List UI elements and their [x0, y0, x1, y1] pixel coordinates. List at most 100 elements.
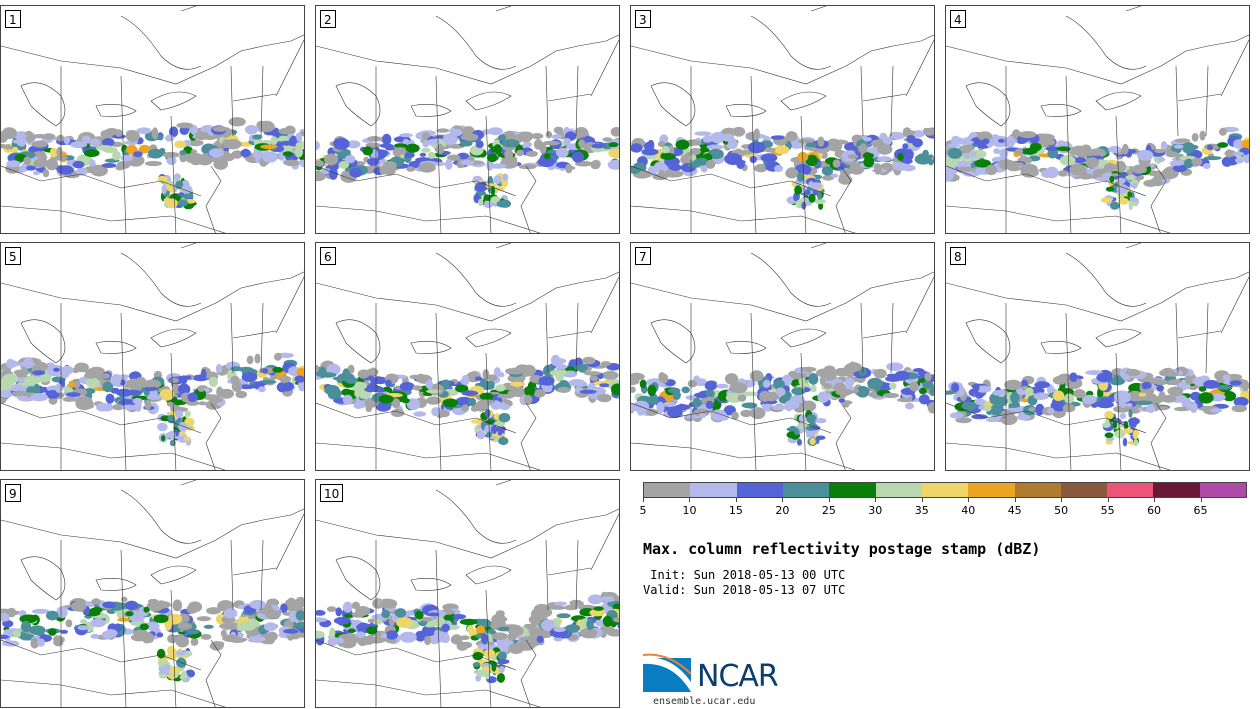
reflectivity-cell [488, 163, 507, 169]
reflectivity-cell [747, 141, 766, 154]
reflectivity-cell [278, 149, 286, 161]
reflectivity-cell [1015, 148, 1024, 155]
reflectivity-cell [179, 150, 187, 156]
reflectivity-cell [479, 392, 494, 401]
map-boundary-line [631, 165, 832, 197]
map-boundary-line [520, 639, 537, 707]
reflectivity-cell [815, 418, 827, 424]
reflectivity-cell [838, 398, 846, 403]
reflectivity-cell [394, 143, 408, 149]
reflectivity-cell [1128, 409, 1133, 418]
reflectivity-cell [141, 382, 158, 388]
reflectivity-cell [391, 408, 405, 418]
reflectivity-cell [763, 147, 776, 153]
reflectivity-cell [144, 160, 163, 167]
reflectivity-cell [663, 401, 677, 408]
reflectivity-cell [1190, 391, 1202, 401]
colorbar-segment [644, 483, 691, 497]
reflectivity-cell [999, 148, 1009, 158]
reflectivity-cell [53, 635, 63, 643]
reflectivity-cell [272, 366, 284, 373]
reflectivity-cell [333, 137, 350, 150]
reflectivity-cell [863, 137, 872, 142]
reflectivity-cell [660, 153, 676, 160]
reflectivity-cell [1102, 422, 1111, 428]
ensemble-member-panel-6: 6 [315, 242, 620, 471]
reflectivity-cell [1082, 394, 1097, 405]
reflectivity-cell [1, 127, 18, 140]
map-boundary-line [545, 302, 592, 374]
reflectivity-cell [335, 607, 342, 617]
reflectivity-cell [239, 621, 257, 631]
reflectivity-cell [867, 377, 883, 390]
reflectivity-cell [460, 159, 475, 166]
reflectivity-cell [774, 164, 784, 173]
reflectivity-cell [809, 182, 822, 191]
reflectivity-cell [856, 386, 870, 398]
colorbar-tick [1014, 498, 1016, 502]
reflectivity-cell [168, 613, 183, 625]
reflectivity-cell [491, 632, 508, 640]
reflectivity-cell [344, 155, 356, 164]
reflectivity-cell [166, 181, 171, 191]
reflectivity-cell [196, 154, 213, 166]
reflectivity-cell [1069, 372, 1078, 382]
reflectivity-cell [774, 145, 790, 155]
reflectivity-cell [579, 389, 597, 394]
reflectivity-cell [1156, 384, 1164, 392]
reflectivity-cell [922, 380, 934, 389]
reflectivity-cell [591, 143, 607, 149]
reflectivity-cell [657, 141, 666, 147]
reflectivity-cell [295, 132, 303, 145]
reflectivity-cell [639, 379, 647, 389]
reflectivity-cell [843, 363, 854, 375]
colorbar-tick [828, 498, 830, 502]
reflectivity-cell [794, 185, 802, 195]
reflectivity-cell [772, 404, 787, 411]
reflectivity-cell [260, 144, 278, 150]
colorbar-tick-label: 50 [1054, 504, 1069, 517]
reflectivity-cell [65, 619, 73, 628]
map-canvas [631, 243, 934, 470]
map-boundary-line [316, 679, 541, 707]
reflectivity-cell [574, 127, 589, 138]
reflectivity-cell [84, 149, 100, 158]
reflectivity-cell [1160, 141, 1168, 151]
reflectivity-cell [71, 601, 87, 612]
map-boundary-line [860, 65, 907, 137]
reflectivity-cell [608, 148, 619, 159]
reflectivity-cell [992, 389, 1009, 396]
reflectivity-cell [516, 149, 524, 157]
reflectivity-cell [264, 610, 281, 619]
reflectivity-cell [805, 154, 819, 167]
reflectivity-cell [670, 170, 684, 178]
reflectivity-cell [801, 366, 817, 372]
reflectivity-cell [1052, 390, 1065, 402]
reflectivity-cell [497, 659, 510, 665]
reflectivity-cell [72, 367, 80, 374]
reflectivity-cell [667, 406, 683, 418]
reflectivity-cell [200, 633, 212, 640]
reflectivity-cell [705, 390, 715, 397]
reflectivity-cell [144, 386, 158, 391]
reflectivity-cell [710, 409, 727, 421]
reflectivity-cell [702, 136, 713, 143]
reflectivity-cell [1104, 432, 1114, 438]
reflectivity-cell [195, 134, 208, 141]
reflectivity-cell [118, 399, 135, 406]
reflectivity-cell [909, 381, 919, 392]
reflectivity-cell [298, 632, 304, 638]
reflectivity-cell [1079, 173, 1093, 180]
reflectivity-cell [958, 145, 975, 152]
reflectivity-cell [672, 390, 681, 400]
reflectivity-cell [524, 385, 536, 397]
map-boundary-line [1065, 243, 1147, 307]
reflectivity-cell [143, 606, 150, 613]
colorbar-tick [782, 498, 784, 502]
reflectivity-cell [556, 613, 571, 619]
reflectivity-cell [486, 380, 495, 390]
reflectivity-cell [316, 141, 320, 150]
reflectivity-cell [729, 382, 748, 394]
reflectivity-cell [832, 159, 841, 168]
reflectivity-cell [705, 400, 714, 409]
